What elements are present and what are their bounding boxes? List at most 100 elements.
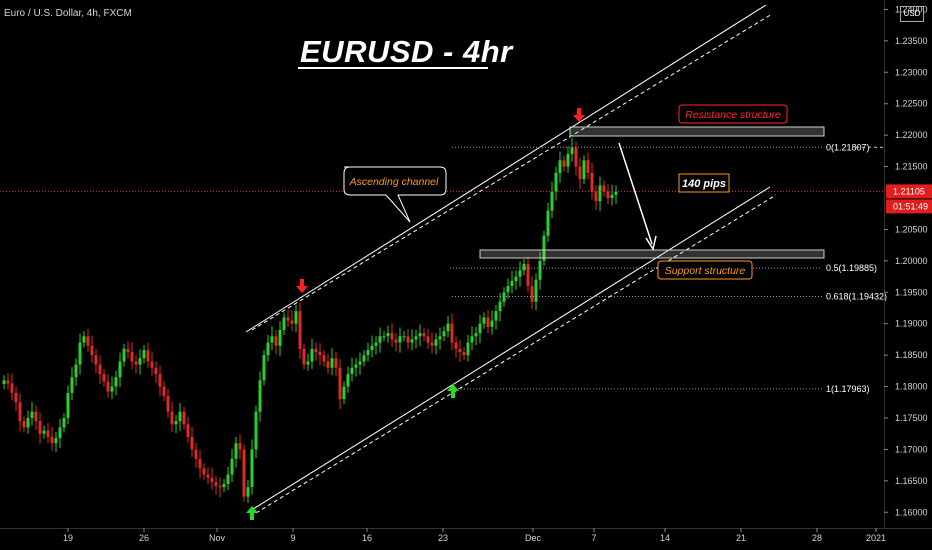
candle-body — [438, 336, 442, 340]
price-tick-label: 1.16500 — [895, 476, 928, 486]
channel-upper-dashed — [251, 13, 773, 331]
candle-body — [186, 424, 190, 437]
currency-badge[interactable]: USD — [900, 6, 924, 22]
time-axis[interactable]: 19 26 Nov 9 16 23 Dec 7 14 21 28 2021 — [0, 528, 932, 543]
candle-body — [482, 317, 486, 324]
candle-body — [158, 374, 162, 387]
candle-body — [262, 355, 266, 381]
candle-body — [214, 482, 218, 486]
candle-body — [286, 317, 290, 321]
candle-body — [266, 342, 270, 356]
countdown-label: 01:51:49 — [893, 201, 928, 211]
candle-body — [166, 396, 170, 412]
candle-body — [470, 336, 474, 343]
candle-body — [246, 487, 250, 497]
candle-body — [10, 383, 14, 393]
price-tick-label: 1.17500 — [895, 413, 928, 423]
candle-body — [138, 358, 142, 365]
candlestick-series — [2, 137, 618, 503]
candle-body — [110, 386, 114, 392]
candle-body — [174, 421, 178, 425]
candle-body — [194, 449, 198, 459]
candle-body — [534, 279, 538, 302]
candle-body — [530, 286, 534, 302]
candle-body — [278, 330, 282, 346]
candle-body — [226, 474, 230, 484]
candle-body — [610, 194, 614, 198]
candle-body — [338, 367, 342, 400]
candle-body — [54, 438, 58, 444]
candle-body — [210, 477, 214, 483]
candle-body — [330, 358, 334, 368]
candle-body — [290, 320, 294, 324]
candle-body — [382, 336, 386, 338]
up-arrow-icon — [447, 384, 459, 398]
candle-body — [310, 348, 314, 362]
symbol-label: Euro / U.S. Dollar, 4h, FXCM — [4, 8, 132, 19]
channel-upper-line — [245, 4, 767, 333]
candle-body — [238, 443, 242, 450]
countdown-tag — [886, 199, 932, 214]
ascending-channel-label: Ascending channel — [349, 176, 439, 188]
candle-body — [586, 160, 590, 173]
candle-body — [230, 458, 234, 475]
candle-body — [558, 160, 562, 173]
up-arrow-icon — [246, 506, 258, 520]
candle-body — [490, 320, 494, 327]
price-axis[interactable]: 1.16000 1.16500 1.17000 1.17500 1.18000 1.185… — [884, 0, 932, 528]
candle-body — [574, 147, 578, 167]
current-price-label: 1.21105 — [893, 186, 925, 196]
support-callout-box — [657, 260, 753, 280]
candle-body — [254, 411, 258, 450]
candle-body — [122, 348, 126, 362]
candle-body — [14, 392, 18, 403]
candle-body — [498, 301, 502, 312]
candle-body — [270, 336, 274, 343]
candle-body — [422, 333, 426, 337]
candle-body — [314, 348, 318, 352]
candle-body — [18, 402, 22, 422]
candle-body — [282, 317, 286, 330]
candle-body — [170, 411, 174, 425]
candle-body — [522, 264, 526, 271]
price-tick-label: 1.20500 — [895, 224, 928, 234]
price-tick-label: 1.22000 — [895, 130, 928, 140]
candle-body — [322, 355, 326, 362]
candle-body — [58, 427, 62, 439]
candle-body — [146, 350, 150, 362]
price-tick-label: 1.23500 — [895, 36, 928, 46]
candle-body — [50, 436, 54, 444]
candle-body — [430, 342, 434, 346]
candle-body — [206, 474, 210, 478]
candle-body — [394, 339, 398, 343]
support-callout-label: Support structure — [665, 265, 746, 277]
candle-body — [486, 317, 490, 327]
down-arrow-icon — [296, 279, 308, 293]
time-tick-label: 2021 — [866, 533, 886, 543]
candle-body — [2, 380, 6, 385]
time-tick-label: 7 — [591, 533, 596, 543]
candle-body — [318, 352, 322, 356]
candle-body — [510, 280, 514, 286]
candle-body — [594, 191, 598, 202]
candle-body — [162, 386, 166, 396]
time-tick-label: 23 — [438, 533, 448, 543]
candle-body — [334, 358, 338, 368]
current-price-tag — [886, 184, 932, 199]
time-tick-label: Nov — [209, 533, 226, 543]
channel-lower-line — [249, 186, 771, 512]
time-tick-label: 16 — [362, 533, 372, 543]
candle-body — [426, 336, 430, 343]
candle-body — [178, 411, 182, 422]
price-tick-label: 1.18500 — [895, 350, 928, 360]
candle-body — [134, 361, 138, 365]
time-tick-label: 14 — [660, 533, 670, 543]
time-tick-label: 19 — [63, 533, 73, 543]
candle-body — [458, 348, 462, 352]
candle-body — [94, 355, 98, 365]
ascending-channel-callout — [343, 166, 447, 223]
candle-body — [98, 364, 102, 374]
candle-body — [294, 311, 298, 324]
chart-title: EURUSD - 4hr — [300, 34, 513, 69]
